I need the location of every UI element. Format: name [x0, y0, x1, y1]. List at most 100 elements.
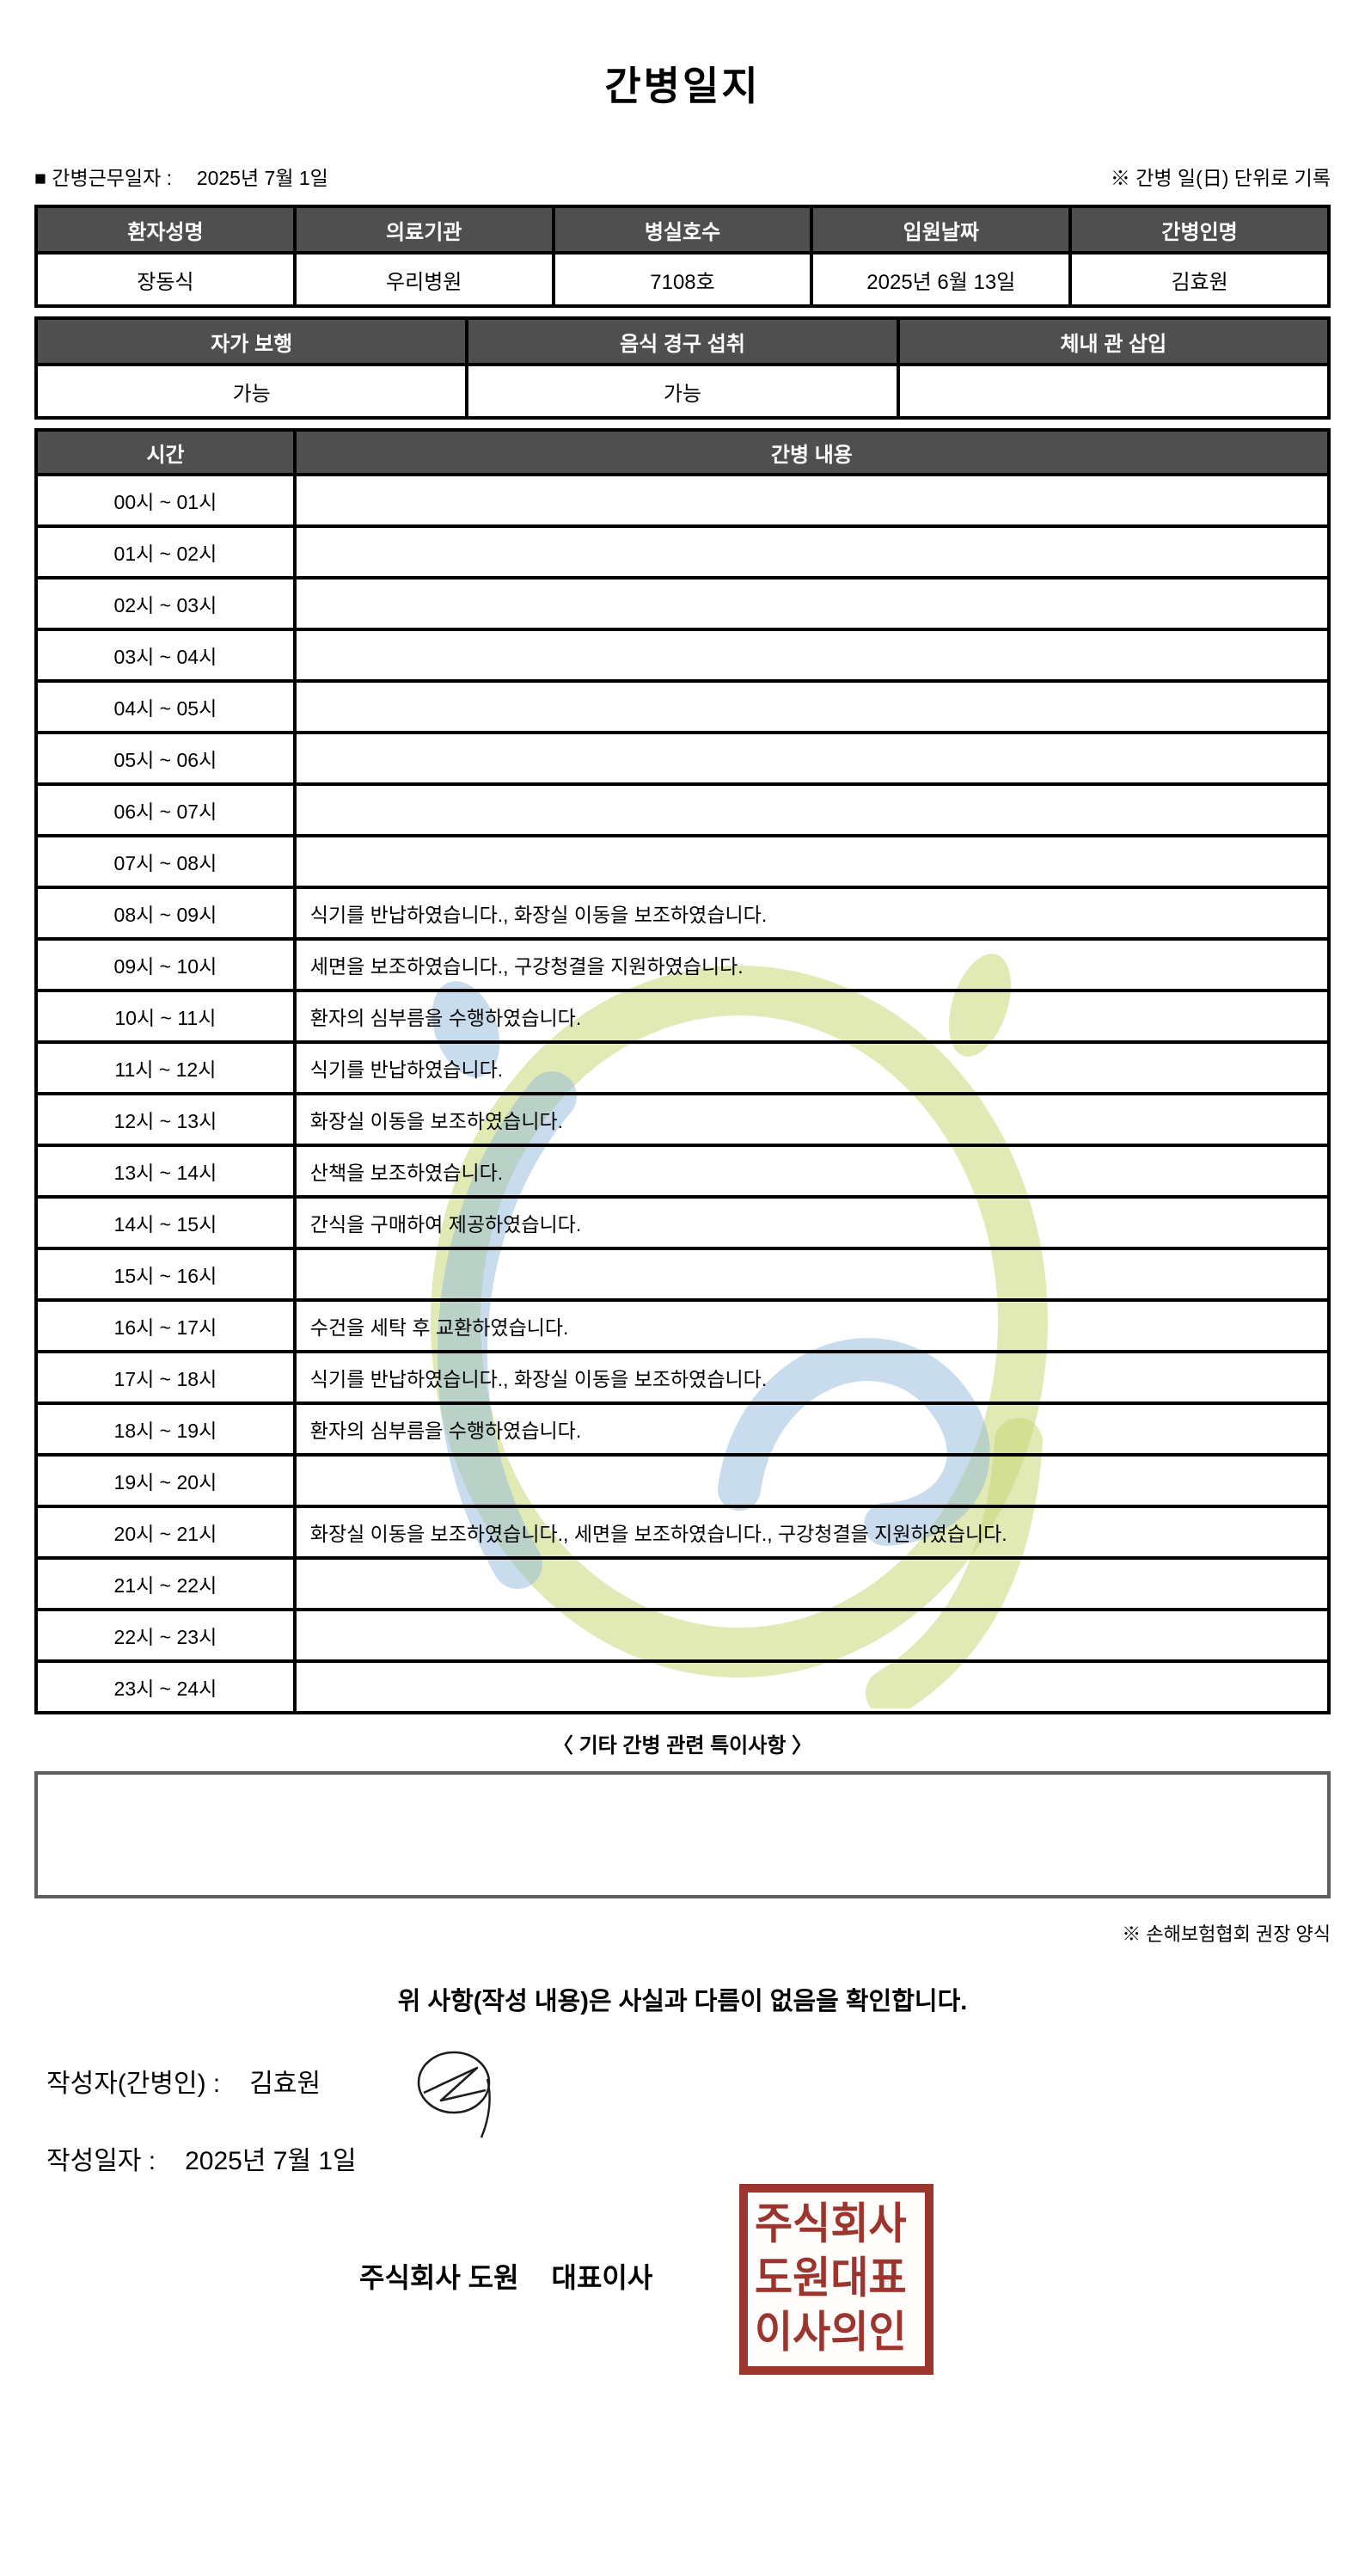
table-row: 11시 ~ 12시 식기를 반납하였습니다.	[34, 1040, 1331, 1095]
admission-date-value: 2025년 6월 13일	[810, 251, 1073, 308]
written-date-value: 2025년 7월 1일	[185, 2147, 357, 2175]
care-content-cell	[292, 834, 1331, 889]
written-date-label: 작성일자 :	[46, 2147, 156, 2175]
company-seal-block: 주식회사 도원 대표이사 주식회사 도원대표 이사의인	[34, 2184, 1331, 2421]
care-content-cell	[292, 1453, 1331, 1508]
patient-name-value: 장동식	[34, 251, 297, 308]
time-cell: 13시 ~ 14시	[34, 1144, 297, 1199]
care-content-cell: 식기를 반납하였습니다.	[292, 1040, 1331, 1095]
care-journal-document: 간병일지 ■ 간병근무일자 : 2025년 7월 1일 ※ 간병 일(日) 단위…	[0, 62, 1365, 2421]
table-row: 22시 ~ 23시	[34, 1608, 1331, 1663]
table-row: 12시 ~ 13시 화장실 이동을 보조하였습니다.	[34, 1092, 1331, 1147]
care-content-cell: 산책을 보조하였습니다.	[292, 1144, 1331, 1199]
table-row: 19시 ~ 20시	[34, 1453, 1331, 1508]
time-cell: 17시 ~ 18시	[34, 1350, 297, 1405]
care-content-cell	[292, 1659, 1331, 1714]
room-number-value: 7108호	[551, 251, 814, 308]
time-cell: 22시 ~ 23시	[34, 1608, 297, 1663]
meta-row: ■ 간병근무일자 : 2025년 7월 1일 ※ 간병 일(日) 단위로 기록	[34, 165, 1331, 191]
care-content-cell	[292, 1608, 1331, 1663]
company-name: 주식회사 도원	[359, 2262, 519, 2293]
table-row: 16시 ~ 17시 수건을 세탁 후 교환하였습니다.	[34, 1298, 1331, 1353]
time-cell: 02시 ~ 03시	[34, 576, 297, 631]
recommended-form-note: ※ 손해보험협회 권장 양식	[1122, 1923, 1331, 1945]
care-content-cell: 화장실 이동을 보조하였습니다., 세면을 보조하였습니다., 구강청결을 지원…	[292, 1505, 1331, 1560]
care-content-cell	[292, 782, 1331, 837]
unit-note: ※ 간병 일(日) 단위로 기록	[1110, 167, 1331, 189]
header-tube-insertion: 체내 관 삽입	[896, 316, 1331, 366]
writer-label: 작성자(간병인) :	[46, 2070, 221, 2098]
table-row: 13시 ~ 14시 산책을 보조하였습니다.	[34, 1144, 1331, 1199]
time-cell: 03시 ~ 04시	[34, 628, 297, 683]
caregiver-name-value: 김효원	[1068, 251, 1331, 308]
table-row: 15시 ~ 16시	[34, 1247, 1331, 1302]
confirmation-statement: 위 사항(작성 내용)은 사실과 다름이 없음을 확인합니다.	[397, 1988, 968, 2015]
table-row: 06시 ~ 07시	[34, 782, 1331, 837]
header-self-walking: 자가 보행	[34, 316, 469, 366]
special-notes-box	[34, 1771, 1331, 1898]
care-content-cell: 세면을 보조하였습니다., 구강청결을 지원하였습니다.	[292, 937, 1331, 992]
care-content-cell	[292, 731, 1331, 786]
table-row: 20시 ~ 21시 화장실 이동을 보조하였습니다., 세면을 보조하였습니다.,…	[34, 1505, 1331, 1560]
time-cell: 00시 ~ 01시	[34, 473, 297, 528]
time-cell: 20시 ~ 21시	[34, 1505, 297, 1560]
stamp-text-row: 주식회사	[755, 2200, 907, 2248]
header-time: 시간	[34, 428, 297, 476]
time-cell: 07시 ~ 08시	[34, 834, 297, 889]
table-row: 17시 ~ 18시 식기를 반납하였습니다., 화장실 이동을 보조하였습니다.	[34, 1350, 1331, 1405]
header-care-content: 간병 내용	[292, 428, 1331, 476]
time-cell: 01시 ~ 02시	[34, 524, 297, 580]
care-content-cell	[292, 576, 1331, 631]
table-row: 07시 ~ 08시	[34, 834, 1331, 889]
table-row: 01시 ~ 02시	[34, 524, 1331, 580]
header-medical-institution: 의료기관	[292, 205, 555, 255]
special-notes-heading: 〈 기타 간병 관련 특이사항 〉	[552, 1734, 813, 1757]
header-caregiver-name: 간병인명	[1068, 205, 1331, 255]
time-cell: 18시 ~ 19시	[34, 1401, 297, 1457]
writer-line: 작성자(간병인) : 김효원	[34, 2051, 1331, 2138]
ceo-title: 대표이사	[551, 2262, 653, 2293]
care-content-cell: 식기를 반납하였습니다., 화장실 이동을 보조하였습니다.	[292, 1350, 1331, 1405]
table-row: 09시 ~ 10시 세면을 보조하였습니다., 구강청결을 지원하였습니다.	[34, 937, 1331, 992]
care-content-cell: 환자의 심부름을 수행하였습니다.	[292, 989, 1331, 1044]
table-row: 05시 ~ 06시	[34, 731, 1331, 786]
tube-insertion-value	[896, 363, 1331, 420]
medical-institution-value: 우리병원	[292, 251, 555, 308]
time-cell: 11시 ~ 12시	[34, 1040, 297, 1095]
care-content-cell	[292, 524, 1331, 580]
written-date-line: 작성일자 : 2025년 7월 1일	[34, 2144, 1331, 2179]
stamp-text-row: 도원대표	[755, 2254, 907, 2303]
time-cell: 15시 ~ 16시	[34, 1247, 297, 1302]
table-row: 02시 ~ 03시	[34, 576, 1331, 631]
table-row: 14시 ~ 15시 간식을 구매하여 제공하였습니다.	[34, 1195, 1331, 1250]
time-cell: 05시 ~ 06시	[34, 731, 297, 786]
time-cell: 16시 ~ 17시	[34, 1298, 297, 1353]
self-walking-value: 가능	[34, 363, 469, 420]
table-row: 18시 ~ 19시 환자의 심부름을 수행하였습니다.	[34, 1401, 1331, 1457]
header-oral-intake: 음식 경구 섭취	[465, 316, 900, 366]
care-content-cell	[292, 679, 1331, 734]
patient-status-table: 자가 보행 음식 경구 섭취 체내 관 삽입 가능 가능	[34, 316, 1331, 420]
table-header-row: 자가 보행 음식 경구 섭취 체내 관 삽입	[34, 316, 1331, 366]
care-content-cell: 간식을 구매하여 제공하였습니다.	[292, 1195, 1331, 1250]
page-title: 간병일지	[604, 64, 761, 108]
care-content-cell	[292, 628, 1331, 683]
care-log-table: 시간 간병 내용 00시 ~ 01시 01시 ~ 02시 02시 ~ 03시 0…	[34, 428, 1331, 1714]
stamp-text-row: 이사의인	[755, 2309, 907, 2358]
time-cell: 10시 ~ 11시	[34, 989, 297, 1044]
header-room-number: 병실호수	[551, 205, 814, 255]
writer-name: 김효원	[249, 2070, 321, 2098]
company-line: 주식회사 도원 대표이사	[359, 2261, 652, 2294]
care-content-cell: 식기를 반납하였습니다., 화장실 이동을 보조하였습니다.	[292, 886, 1331, 941]
table-header-row: 시간 간병 내용	[34, 428, 1331, 476]
care-content-cell	[292, 1247, 1331, 1302]
table-row: 23시 ~ 24시	[34, 1659, 1331, 1714]
time-cell: 09시 ~ 10시	[34, 937, 297, 992]
table-value-row: 장동식 우리병원 7108호 2025년 6월 13일 김효원	[34, 251, 1331, 308]
table-header-row: 환자성명 의료기관 병실호수 입원날짜 간병인명	[34, 205, 1331, 255]
corporate-seal-stamp: 주식회사 도원대표 이사의인	[739, 2184, 933, 2375]
table-row: 21시 ~ 22시	[34, 1556, 1331, 1611]
time-cell: 21시 ~ 22시	[34, 1556, 297, 1611]
care-content-cell: 환자의 심부름을 수행하였습니다.	[292, 1401, 1331, 1457]
header-admission-date: 입원날짜	[810, 205, 1073, 255]
